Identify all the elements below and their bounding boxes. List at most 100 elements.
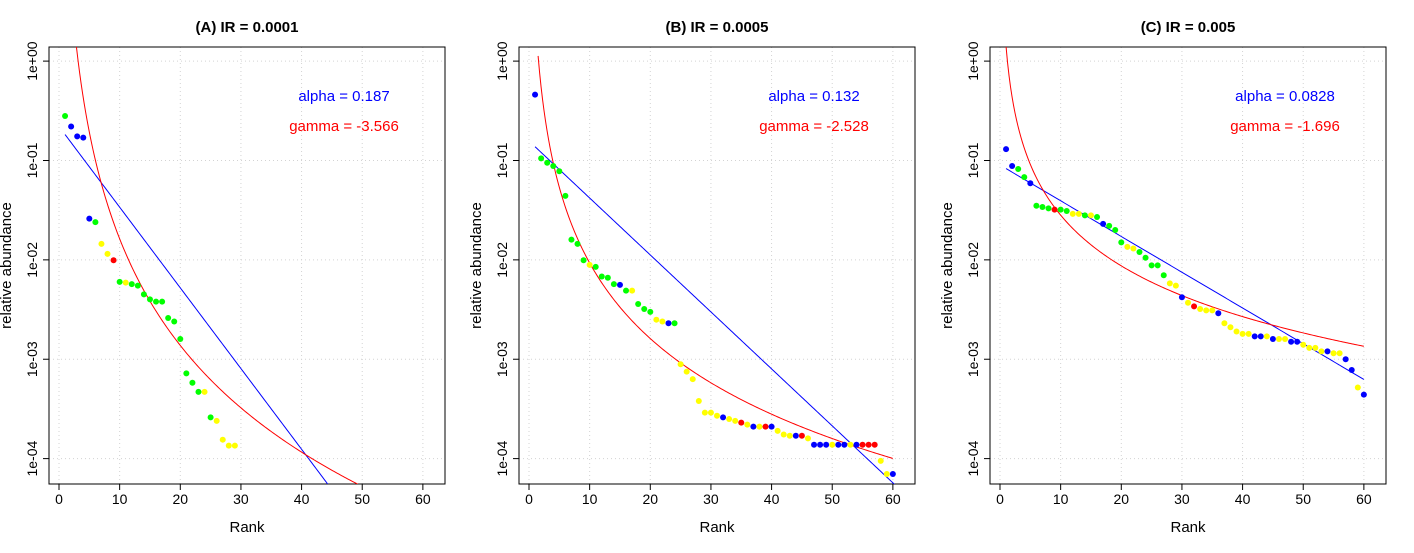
data-point: [1203, 307, 1210, 314]
data-point: [683, 368, 690, 375]
x-tick-label: 30: [233, 491, 249, 507]
data-points: [1003, 146, 1367, 398]
data-point: [1051, 206, 1058, 213]
x-axis-label: Rank: [699, 519, 735, 536]
exponential-fit-line: [64, 134, 329, 484]
data-point: [207, 414, 214, 421]
data-point: [92, 219, 99, 226]
data-point: [762, 423, 769, 430]
power-fit-line: [75, 47, 359, 484]
y-tick-label: 1e-01: [24, 142, 40, 178]
data-point: [586, 261, 593, 268]
data-point: [677, 361, 684, 368]
data-point: [817, 441, 824, 448]
gamma-annotation: gamma = -1.696: [1230, 118, 1340, 135]
data-point: [647, 308, 654, 315]
data-point: [1269, 335, 1276, 342]
data-point: [883, 471, 890, 477]
chart-title: (A) IR = 0.0001: [196, 19, 299, 36]
x-tick-label: 20: [643, 491, 659, 507]
data-point: [86, 215, 93, 222]
data-point: [225, 442, 232, 449]
data-point: [110, 257, 117, 264]
data-point: [1160, 272, 1167, 279]
data-point: [177, 335, 184, 342]
data-point: [550, 163, 557, 169]
y-tick-label: 1e+00: [24, 41, 40, 81]
x-tick-label: 50: [354, 491, 370, 507]
data-point: [756, 423, 763, 430]
data-point: [841, 441, 848, 448]
data-point: [714, 412, 720, 419]
power-fit-line: [537, 55, 894, 459]
y-tick-label: 1e-03: [24, 341, 40, 377]
data-point: [1033, 202, 1040, 209]
data-point: [592, 263, 599, 270]
data-point: [1342, 356, 1349, 363]
data-point: [1336, 350, 1343, 357]
x-tick-label: 60: [885, 491, 901, 507]
data-point: [1045, 205, 1052, 212]
y-tick-label: 1e+00: [494, 41, 510, 81]
data-point: [1081, 212, 1088, 219]
data-point: [889, 471, 896, 477]
data-point: [877, 457, 884, 464]
data-point: [1221, 320, 1228, 327]
data-point: [1330, 350, 1337, 357]
fit-lines: [534, 55, 895, 484]
data-point: [659, 318, 666, 325]
data-point: [792, 432, 799, 439]
data-point: [616, 281, 623, 288]
data-point: [1172, 282, 1179, 289]
data-point: [1185, 299, 1191, 306]
data-point: [1100, 220, 1107, 227]
data-point: [1039, 204, 1046, 211]
x-tick-label: 10: [1053, 491, 1069, 507]
data-point: [1191, 303, 1198, 310]
data-point: [153, 298, 160, 305]
data-point: [732, 417, 739, 424]
data-point: [768, 423, 775, 430]
x-tick-label: 60: [415, 491, 431, 507]
data-point: [635, 300, 642, 307]
x-tick-label: 10: [582, 491, 598, 507]
data-point: [201, 388, 208, 395]
y-tick-label: 1e-02: [24, 242, 40, 278]
data-point: [653, 316, 660, 323]
data-point: [556, 168, 563, 175]
chart-panel-1: 0 10 20 30 40 50 60 1e-04 1e-03 1e-02 1e-01 1e+00 (A…: [0, 19, 446, 536]
x-tick-label: 60: [1356, 491, 1372, 507]
data-point: [744, 421, 751, 428]
data-point: [1106, 222, 1113, 229]
data-point: [116, 278, 123, 285]
data-point: [853, 441, 860, 448]
data-point: [1263, 333, 1270, 340]
x-tick-label: 30: [1174, 491, 1190, 507]
y-tick-label: 1e-04: [494, 440, 510, 476]
data-point: [641, 306, 648, 313]
data-point: [780, 431, 787, 438]
y-tick-label: 1e-02: [965, 242, 981, 278]
alpha-annotation: alpha = 0.0828: [1235, 88, 1335, 105]
y-axis-label: relative abundance: [939, 202, 956, 329]
x-tick-label: 40: [294, 491, 310, 507]
data-point: [1166, 280, 1173, 287]
plot-frame: [48, 46, 446, 485]
y-tick-label: 1e+00: [965, 41, 981, 81]
data-point: [1063, 208, 1070, 215]
data-point: [1257, 333, 1264, 340]
data-point: [1124, 243, 1131, 250]
data-point: [1354, 384, 1361, 391]
data-point: [544, 159, 551, 166]
x-axis-label: Rank: [1170, 519, 1206, 536]
y-tick-label: 1e-03: [494, 341, 510, 377]
data-points: [62, 113, 238, 449]
chart-title: (B) IR = 0.0005: [666, 19, 769, 36]
data-point: [604, 274, 611, 281]
plot-frame: [518, 46, 916, 485]
gamma-annotation: gamma = -3.566: [289, 118, 399, 135]
data-point: [665, 320, 672, 327]
data-point: [1197, 306, 1204, 313]
exponential-fit-line: [534, 146, 895, 484]
